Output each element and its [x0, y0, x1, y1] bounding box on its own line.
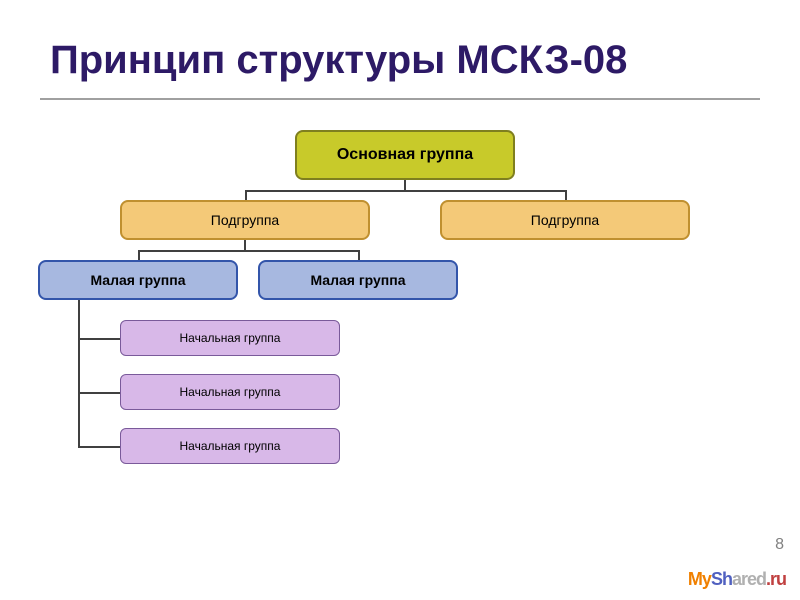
- node-small-group: Малая группа: [258, 260, 458, 300]
- title-underline: [40, 98, 760, 100]
- connector: [138, 250, 358, 252]
- logo-part: Sh: [711, 569, 732, 589]
- node-root: Основная группа: [295, 130, 515, 180]
- connector: [78, 392, 120, 394]
- node-leaf: Начальная группа: [120, 428, 340, 464]
- node-label: Начальная группа: [180, 331, 281, 345]
- node-label: Подгруппа: [531, 212, 599, 228]
- node-subgroup: Подгруппа: [440, 200, 690, 240]
- node-label: Основная группа: [337, 146, 473, 164]
- node-leaf: Начальная группа: [120, 320, 340, 356]
- node-leaf: Начальная группа: [120, 374, 340, 410]
- connector: [138, 250, 140, 260]
- connector: [358, 250, 360, 260]
- node-small-group: Малая группа: [38, 260, 238, 300]
- connector: [244, 240, 246, 250]
- node-label: Начальная группа: [180, 439, 281, 453]
- connector: [245, 190, 247, 200]
- connector: [78, 300, 80, 446]
- connector: [78, 446, 120, 448]
- page-number: 8: [775, 536, 784, 554]
- logo-part: ared: [732, 569, 766, 589]
- node-label: Начальная группа: [180, 385, 281, 399]
- connector: [565, 190, 567, 200]
- watermark-logo: MyShared.ru: [688, 569, 786, 590]
- slide-title: Принцип структуры МСКЗ-08: [50, 38, 627, 83]
- node-label: Малая группа: [310, 272, 405, 288]
- node-label: Подгруппа: [211, 212, 279, 228]
- slide: { "title": "Принцип структуры МСКЗ-08", …: [0, 0, 800, 600]
- logo-part: My: [688, 569, 711, 589]
- node-subgroup: Подгруппа: [120, 200, 370, 240]
- connector: [404, 180, 406, 190]
- node-label: Малая группа: [90, 272, 185, 288]
- connector: [78, 338, 120, 340]
- logo-part: .ru: [766, 569, 786, 589]
- connector: [245, 190, 565, 192]
